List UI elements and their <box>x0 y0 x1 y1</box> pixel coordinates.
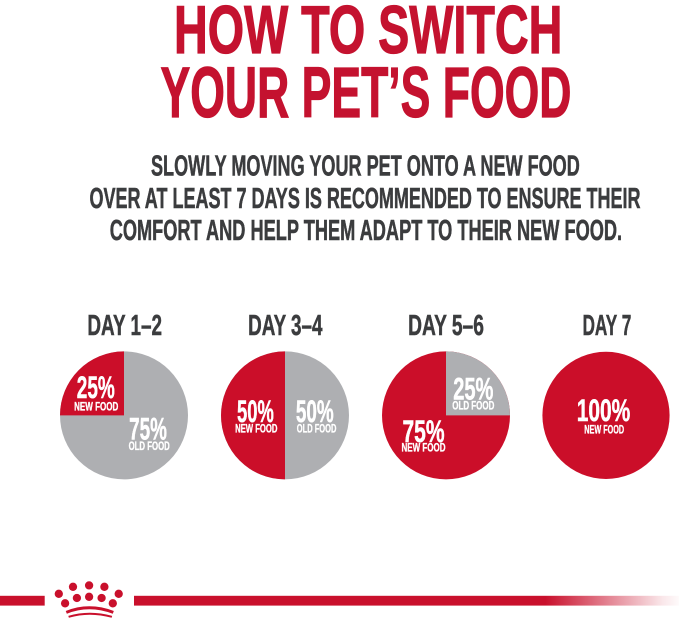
svg-text:HOW TO SWITCH: HOW TO SWITCH <box>174 0 562 68</box>
svg-text:50%: 50% <box>296 393 334 429</box>
svg-text:OLD FOOD: OLD FOOD <box>129 439 170 453</box>
svg-text:DAY 1–2: DAY 1–2 <box>87 310 162 342</box>
svg-text:25%: 25% <box>77 369 115 405</box>
svg-text:COMFORT AND HELP THEM ADAPT TO: COMFORT AND HELP THEM ADAPT TO THEIR NEW… <box>110 214 622 246</box>
svg-text:YOUR PET’S FOOD: YOUR PET’S FOOD <box>161 54 572 133</box>
svg-text:DAY 5–6: DAY 5–6 <box>408 310 484 342</box>
svg-text:75%: 75% <box>402 413 444 449</box>
svg-text:75%: 75% <box>129 411 167 447</box>
svg-text:OVER AT LEAST 7 DAYS IS RECOMM: OVER AT LEAST 7 DAYS IS RECOMMENDED TO E… <box>89 182 640 214</box>
svg-text:NEW FOOD: NEW FOOD <box>584 422 624 436</box>
svg-text:SLOWLY MOVING YOUR PET ONTO A: SLOWLY MOVING YOUR PET ONTO A NEW FOOD <box>151 149 580 181</box>
svg-text:NEW FOOD: NEW FOOD <box>401 440 445 454</box>
svg-text:25%: 25% <box>453 371 493 407</box>
svg-text:50%: 50% <box>237 393 274 429</box>
svg-text:DAY 7: DAY 7 <box>583 310 632 342</box>
svg-text:DAY 3–4: DAY 3–4 <box>248 310 322 342</box>
svg-text:NEW FOOD: NEW FOOD <box>235 421 278 435</box>
svg-text:100%: 100% <box>577 392 631 428</box>
svg-text:NEW FOOD: NEW FOOD <box>74 399 118 413</box>
svg-text:OLD FOOD: OLD FOOD <box>297 421 337 435</box>
svg-text:OLD FOOD: OLD FOOD <box>452 398 494 412</box>
